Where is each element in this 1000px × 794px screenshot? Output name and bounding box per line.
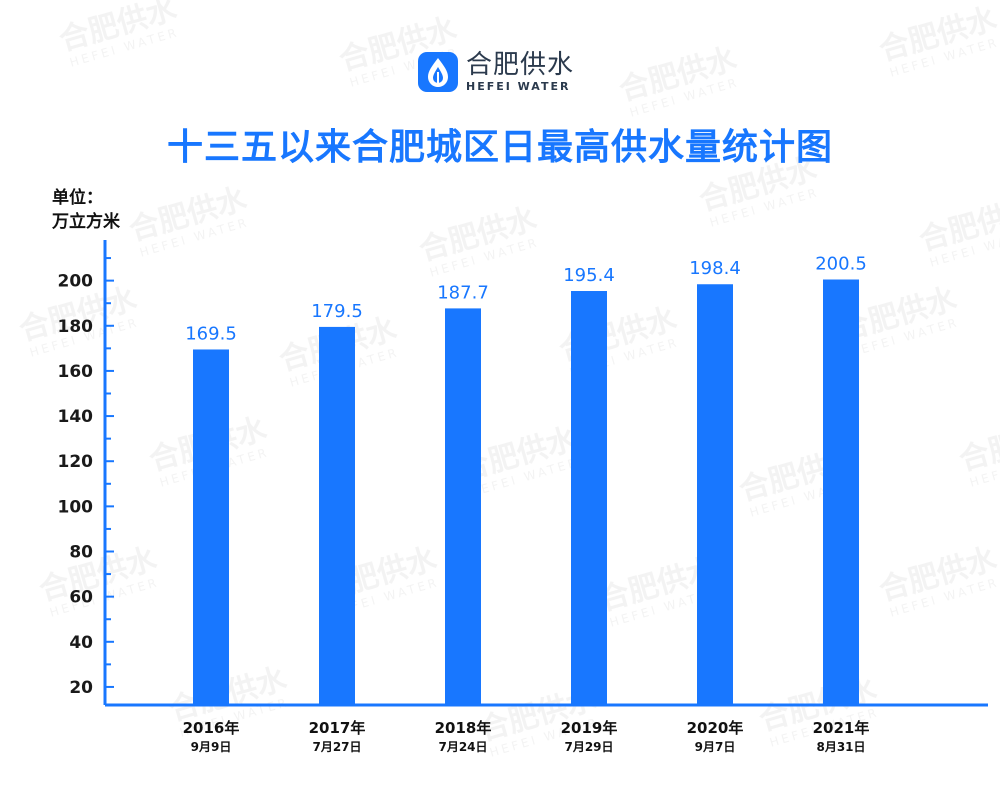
x-category-label: 2021年 bbox=[813, 719, 870, 737]
bar-value-label: 198.4 bbox=[689, 258, 741, 279]
y-tick-label: 80 bbox=[69, 543, 93, 563]
bar-value-label: 179.5 bbox=[311, 301, 363, 322]
bar-value-label: 195.4 bbox=[563, 265, 615, 286]
unit-label-line2: 万立方米 bbox=[52, 212, 120, 232]
bar-value-label: 200.5 bbox=[815, 254, 867, 275]
x-category-date: 7月27日 bbox=[312, 740, 361, 754]
y-tick-label: 100 bbox=[58, 497, 94, 517]
bar bbox=[193, 349, 229, 705]
bar bbox=[445, 308, 481, 705]
brand-name-en: HEFEI WATER bbox=[466, 80, 571, 93]
bar bbox=[319, 326, 355, 705]
x-category-label: 2019年 bbox=[561, 719, 618, 737]
x-category-label: 2017年 bbox=[309, 719, 366, 737]
y-axis-unit-label: 单位： 万立方米 bbox=[52, 186, 120, 234]
x-category-label: 2020年 bbox=[687, 719, 744, 737]
y-tick-label: 200 bbox=[58, 272, 94, 292]
y-tick-label: 120 bbox=[58, 452, 94, 472]
x-category-date: 8月31日 bbox=[816, 740, 865, 754]
bar-value-label: 187.7 bbox=[437, 282, 489, 303]
brand-logo: 合肥供水 HEFEI WATER bbox=[418, 50, 574, 94]
y-tick-label: 40 bbox=[69, 633, 93, 653]
x-category-date: 7月24日 bbox=[438, 740, 487, 754]
chart-title: 十三五以来合肥城区日最高供水量统计图 bbox=[166, 127, 833, 168]
y-tick-label: 60 bbox=[69, 588, 93, 608]
y-tick-label: 160 bbox=[58, 362, 94, 382]
x-category-date: 9月7日 bbox=[695, 740, 736, 754]
y-tick-label: 20 bbox=[69, 678, 93, 698]
y-tick-label: 140 bbox=[58, 407, 94, 427]
y-tick-label: 180 bbox=[58, 317, 94, 337]
bar bbox=[823, 279, 859, 705]
x-category-label: 2016年 bbox=[183, 719, 240, 737]
unit-label-line1: 单位： bbox=[52, 188, 103, 208]
water-drop-icon bbox=[418, 52, 458, 92]
x-category-date: 9月9日 bbox=[191, 740, 232, 754]
x-category-date: 7月29日 bbox=[564, 740, 613, 754]
brand-name-cn: 合肥供水 bbox=[466, 50, 575, 80]
bar bbox=[697, 284, 733, 705]
x-category-label: 2018年 bbox=[435, 719, 492, 737]
bar bbox=[571, 291, 607, 705]
bar-value-label: 169.5 bbox=[185, 323, 237, 344]
